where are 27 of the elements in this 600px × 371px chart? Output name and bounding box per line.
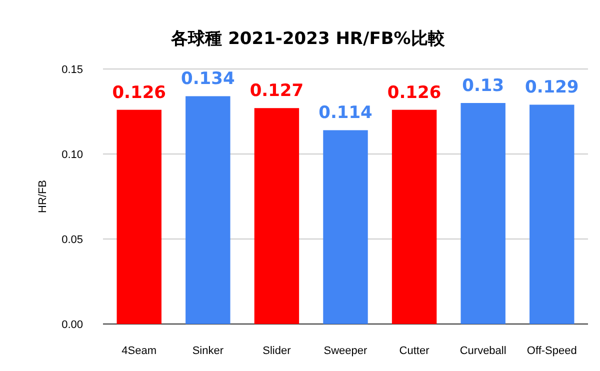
- y-axis-title: HR/FB: [37, 180, 49, 213]
- x-tick-label: 4Seam: [122, 345, 157, 357]
- data-label: 0.127: [250, 81, 304, 102]
- data-label: 0.126: [112, 82, 166, 103]
- bar: [116, 110, 162, 324]
- data-label: 0.114: [318, 103, 373, 124]
- x-tick-label: Sinker: [192, 345, 224, 357]
- bar: [254, 108, 300, 324]
- y-tick-label: 0.05: [62, 234, 83, 246]
- y-tick-label: 0.10: [62, 149, 83, 161]
- y-tick-label: 0.00: [62, 319, 83, 331]
- bar: [530, 104, 574, 324]
- bar: [186, 96, 230, 324]
- data-label: 0.126: [387, 82, 442, 103]
- x-tick-label: Slider: [262, 345, 292, 357]
- x-tick-label: Off-Speed: [526, 345, 577, 357]
- data-label: 0.134: [181, 69, 235, 90]
- x-tick-label: Curveball: [460, 345, 506, 357]
- chart-title: 各球種 2021-2023 HR/FB%比較: [170, 29, 446, 49]
- bar: [392, 110, 437, 324]
- data-label: 0.129: [524, 78, 579, 98]
- x-tick-label: Cutter: [399, 345, 430, 357]
- data-label: 0.13: [462, 76, 504, 96]
- bar: [323, 130, 368, 324]
- y-tick-label: 0.15: [62, 64, 83, 76]
- x-tick-label: Sweeper: [324, 345, 368, 357]
- bar: [460, 103, 506, 324]
